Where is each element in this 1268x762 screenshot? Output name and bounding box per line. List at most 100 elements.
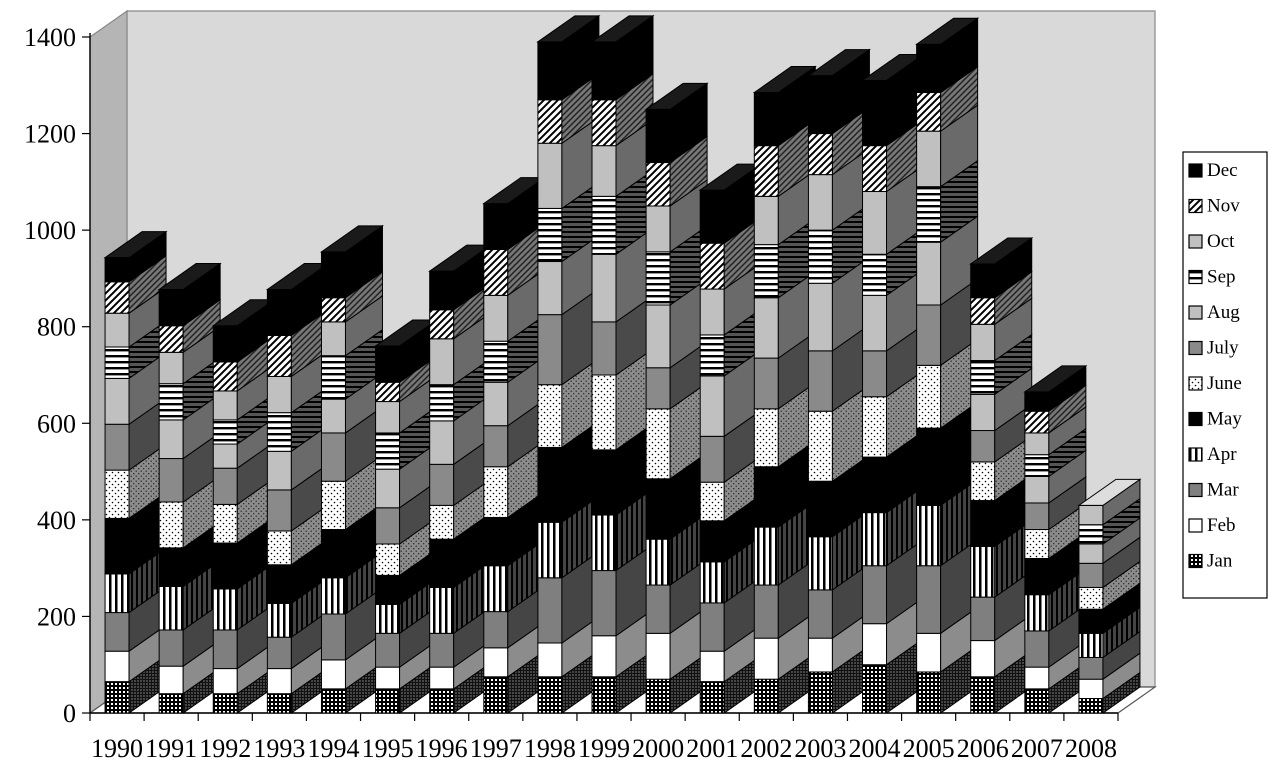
bar-segment-apr	[1078, 606, 1141, 659]
legend-label: Oct	[1207, 231, 1235, 252]
chart-bars	[103, 14, 1142, 714]
x-tick-label: 1995	[362, 734, 414, 762]
bar-segment-apr	[266, 576, 329, 639]
bar-segment-dec	[591, 14, 654, 101]
bar-segment-june	[537, 357, 600, 449]
bar-segment-july	[429, 437, 492, 507]
bar-stack-2004	[860, 53, 926, 714]
bar-segment-oct	[862, 164, 925, 256]
legend-label: June	[1207, 373, 1242, 394]
bar-segment-aug	[699, 349, 762, 438]
bar-segment-sep	[591, 169, 654, 256]
bar-segment-may	[1024, 531, 1087, 596]
bar-top-2000	[644, 82, 709, 110]
bar-segment-feb	[104, 624, 167, 683]
bar-segment-july	[158, 431, 221, 503]
bar-segment-aug	[375, 442, 438, 509]
bar-segment-june	[970, 434, 1033, 502]
bar-segment-oct	[158, 325, 221, 385]
bar-segment-oct	[537, 116, 600, 210]
bar-segment-jan	[699, 654, 762, 714]
bar-segment-nov	[320, 270, 383, 323]
bar-segment-may	[970, 473, 1033, 548]
bar-segment-jan	[1078, 671, 1141, 714]
legend-label: July	[1207, 338, 1239, 359]
legend-item-june: June	[1188, 373, 1242, 394]
bar-segment-dec	[916, 17, 979, 94]
bar-segment-mar	[375, 606, 438, 669]
legend-item-sep: Sep	[1188, 267, 1236, 288]
y-tick-label: 0	[63, 699, 76, 728]
bar-stack-1995	[373, 319, 439, 714]
bar-top-2003	[806, 49, 872, 77]
bar-top-1994	[319, 225, 385, 253]
bar-segment-feb	[320, 632, 383, 690]
bar-segment-jan	[375, 661, 438, 714]
bar-segment-apr	[753, 500, 816, 587]
bar-segment-aug	[266, 424, 329, 491]
bar-segment-sep	[916, 159, 979, 244]
bar-stack-2002	[752, 65, 817, 714]
bar-stack-1992	[211, 298, 276, 714]
bar-segment-apr	[483, 538, 546, 613]
bar-segment-oct	[212, 363, 275, 421]
bar-segment-june	[429, 478, 492, 541]
x-tick-label: 1993	[253, 734, 305, 762]
bar-segment-mar	[1024, 603, 1087, 669]
legend-label: Apr	[1207, 444, 1237, 465]
y-tick-label: 600	[37, 409, 76, 438]
bar-segment-june	[483, 439, 546, 519]
bar-segment-sep	[862, 227, 925, 297]
bar-segment-dec	[970, 236, 1033, 299]
bar-segment-dec	[212, 298, 275, 363]
bar-segment-nov	[158, 298, 221, 354]
legend-item-apr: Apr	[1188, 444, 1237, 465]
bar-segment-mar	[591, 543, 654, 637]
bar-segment-oct	[970, 297, 1033, 362]
bar-segment-may	[916, 401, 979, 507]
bar-segment-apr	[591, 488, 654, 572]
bar-stack-2003	[806, 48, 872, 714]
legend-item-mar: Mar	[1188, 480, 1239, 501]
bar-stack-1998	[536, 14, 601, 714]
bar-segment-july	[320, 405, 383, 483]
legend-swatch	[1188, 305, 1203, 320]
bar-top-1998	[536, 15, 601, 43]
bar-segment-mar	[104, 585, 167, 653]
bar-stack-2007	[1023, 364, 1088, 714]
x-tick-label: 1999	[578, 734, 630, 762]
bar-segment-may	[699, 493, 762, 563]
legend-swatch	[1188, 376, 1203, 391]
legend-label: Dec	[1207, 160, 1238, 181]
legend-swatch	[1188, 411, 1203, 427]
bar-segment-mar	[970, 570, 1033, 642]
bar-top-2002	[752, 66, 817, 94]
bar-segment-sep	[212, 392, 275, 446]
bar-segment-june	[212, 477, 275, 544]
x-tick-label: 1996	[416, 734, 468, 762]
bar-segment-june	[591, 348, 654, 451]
bar-segment-oct	[807, 147, 870, 232]
y-tick-label: 800	[37, 313, 76, 342]
legend-label: Feb	[1207, 515, 1236, 536]
bar-segment-feb	[266, 641, 329, 695]
bar-segment-july	[212, 441, 275, 506]
bar-segment-nov	[753, 118, 816, 198]
bar-segment-apr	[916, 478, 979, 567]
bar-segment-july	[645, 340, 708, 410]
bar-segment-july	[1024, 475, 1087, 531]
y-tick-label: 200	[37, 602, 76, 631]
x-tick-label: 1990	[91, 734, 143, 762]
bar-stack-1990	[103, 230, 168, 714]
bar-stack-1997	[482, 176, 547, 714]
bar-segment-dec	[375, 319, 438, 384]
x-tick-label: 2003	[794, 734, 846, 762]
bar-segment-mar	[807, 562, 870, 640]
bar-stack-2000	[644, 82, 709, 714]
x-tick-label: 2007	[1011, 734, 1063, 762]
bar-segment-apr	[970, 519, 1033, 599]
bar-segment-may	[212, 516, 275, 590]
bar-top-2005	[915, 17, 980, 45]
x-tick-label: 2001	[686, 734, 738, 762]
bar-top-1990	[103, 231, 168, 259]
